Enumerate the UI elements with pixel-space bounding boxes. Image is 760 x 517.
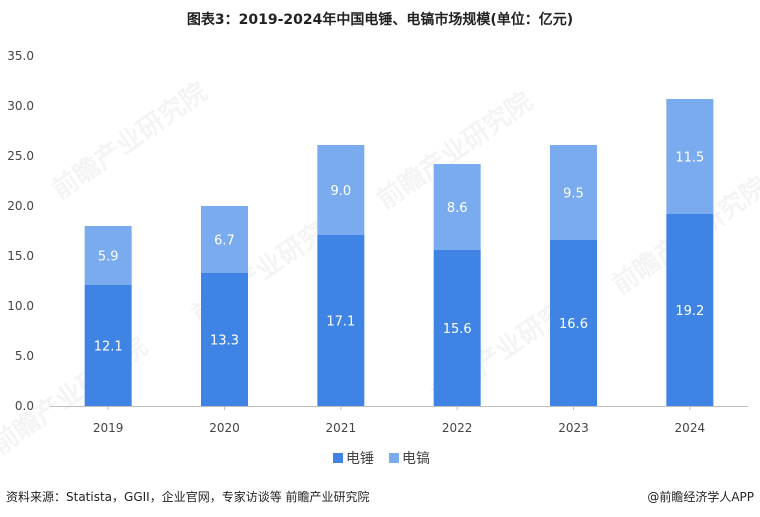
x-axis: 2019 2020 2021 2022 2023 2024 <box>50 406 748 435</box>
bar-segment-dianchui <box>84 285 132 406</box>
chart-title: 图表3：2019-2024年中国电锤、电镐市场规模(单位：亿元) <box>187 11 573 28</box>
bar-segment-diangao <box>317 145 365 235</box>
bar-segment-dianchui <box>433 250 481 406</box>
data-label: 6.7 <box>214 234 235 249</box>
bar-segment-dianchui <box>666 214 714 406</box>
bar-segment-dianchui <box>550 240 597 406</box>
bars: 12.1 5.9 13.3 6.7 17.1 9.0 15.6 8.6 16.6 9.5 19.2 1… <box>84 99 714 406</box>
y-tick-label: 20.0 <box>7 199 34 213</box>
legend-swatch-dianchui <box>333 453 343 463</box>
x-tick-label: 2020 <box>209 421 240 435</box>
x-tick-label: 2022 <box>442 421 473 435</box>
data-label: 15.6 <box>443 322 472 337</box>
x-tick-label: 2023 <box>558 421 589 435</box>
watermark-text: 前瞻产业研究院 <box>46 76 213 206</box>
x-tick-label: 2021 <box>326 421 357 435</box>
bar-segment-diangao <box>666 99 714 214</box>
brand-credit: @前瞻经济学人APP <box>647 490 754 504</box>
data-label: 8.6 <box>447 201 468 216</box>
bar-segment-diangao <box>433 164 481 250</box>
bar-segment-diangao <box>84 226 132 285</box>
data-label: 13.3 <box>210 334 239 349</box>
y-tick-label: 25.0 <box>7 149 34 163</box>
y-axis: 0.0 5.0 10.0 15.0 20.0 25.0 30.0 35.0 <box>7 49 34 413</box>
x-tick-label: 2019 <box>93 421 124 435</box>
legend-swatch-diangao <box>389 453 399 463</box>
data-label: 9.0 <box>330 184 351 199</box>
source-note: 资料来源：Statista，GGII，企业官网，专家访谈等 前瞻产业研究院 <box>6 490 370 504</box>
y-tick-label: 30.0 <box>7 99 34 113</box>
x-tick-label: 2024 <box>675 421 706 435</box>
data-label: 19.2 <box>675 304 704 319</box>
data-label: 11.5 <box>675 151 704 166</box>
y-tick-label: 5.0 <box>15 349 34 363</box>
legend-label: 电镐 <box>402 451 430 467</box>
y-tick-label: 15.0 <box>7 249 34 263</box>
y-tick-label: 0.0 <box>15 399 34 413</box>
footer: 资料来源：Statista，GGII，企业官网，专家访谈等 前瞻产业研究院 @前… <box>0 488 760 510</box>
legend-label: 电锤 <box>346 451 374 467</box>
data-label: 9.5 <box>563 187 584 202</box>
bar-segment-dianchui <box>201 273 248 406</box>
y-tick-label: 10.0 <box>7 299 34 313</box>
data-label: 12.1 <box>94 340 123 355</box>
data-label: 5.9 <box>98 250 119 265</box>
data-label: 16.6 <box>559 317 588 332</box>
bar-segment-dianchui <box>317 235 365 406</box>
bar-segment-diangao <box>550 145 597 240</box>
chart: 图表3：2019-2024年中国电锤、电镐市场规模(单位：亿元) 前瞻产业研究院… <box>0 11 760 467</box>
legend: 电锤 电镐 <box>333 451 430 467</box>
y-tick-label: 35.0 <box>7 49 34 63</box>
bar-segment-diangao <box>201 206 248 273</box>
data-label: 17.1 <box>326 315 355 330</box>
